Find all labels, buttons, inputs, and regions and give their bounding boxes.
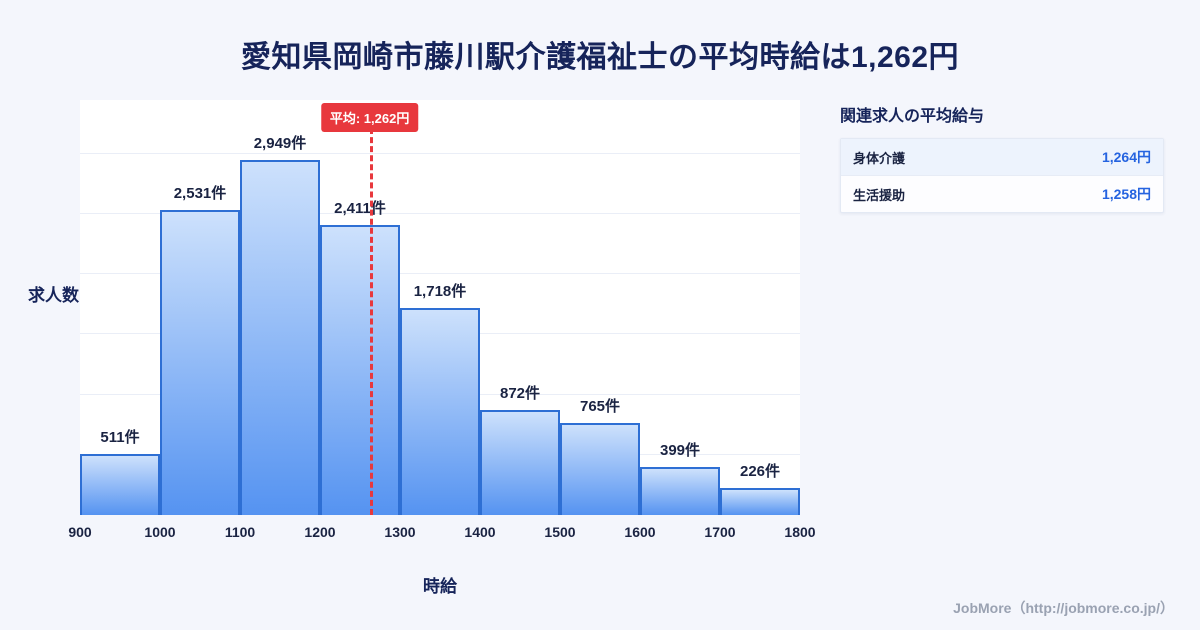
page-title: 愛知県岡崎市藤川駅介護福祉士の平均時給は1,262円	[240, 41, 960, 74]
x-tick-label: 1800	[784, 524, 816, 540]
histogram-bar	[80, 453, 160, 515]
histogram-bar	[400, 308, 480, 515]
histogram-bar	[160, 210, 240, 515]
x-tick-label: 1400	[464, 524, 496, 540]
related-job-row: 身体介護 1,264円	[841, 139, 1163, 176]
credit-footer: JobMore（http://jobmore.co.jp/）	[953, 600, 1174, 616]
average-line	[369, 128, 373, 515]
histogram-bar	[320, 224, 400, 515]
job-type-label: 身体介護	[853, 150, 906, 166]
histogram-bar	[240, 160, 320, 515]
histogram-bar	[560, 422, 640, 515]
bar-value-label: 226件	[739, 462, 781, 480]
bar-value-label: 1,718件	[413, 283, 467, 301]
x-tick-label: 1000	[144, 524, 176, 540]
related-job-row: 生活援助 1,258円	[841, 176, 1163, 212]
y-axis-label: 求人数	[28, 286, 79, 305]
bar-value-label: 2,531件	[173, 185, 227, 203]
bar-value-label: 399件	[659, 442, 701, 459]
job-type-label: 生活援助	[853, 187, 906, 203]
histogram-plot-area: 平均: 1,262円 511件 2,531件 2,949件 2,411件 1,718件 8…	[80, 100, 800, 515]
x-tick-label: 1500	[544, 524, 576, 540]
gridline	[80, 152, 800, 154]
gridline	[80, 273, 800, 275]
related-jobs-table: 身体介護 1,264円生活援助 1,258円	[840, 138, 1164, 213]
average-badge: 平均: 1,262円	[320, 103, 419, 132]
histogram-bar	[480, 410, 560, 515]
x-tick-label: 1300	[384, 524, 416, 540]
histogram-bar	[640, 467, 720, 515]
bar-value-label: 2,411件	[334, 199, 386, 217]
x-tick-label: 1200	[304, 524, 336, 540]
x-tick-label: 1100	[224, 524, 256, 540]
x-tick-label: 1600	[624, 524, 656, 540]
bar-value-label: 765件	[579, 397, 621, 415]
x-tick-label: 1700	[704, 524, 736, 540]
job-wage-value: 1,264円	[1101, 149, 1151, 165]
bar-value-label: 872件	[499, 385, 541, 402]
x-axis-label: 時給	[423, 577, 457, 596]
bar-value-label: 2,949件	[253, 135, 307, 152]
gridline	[80, 213, 800, 215]
bar-value-label: 511件	[100, 428, 140, 446]
x-axis-ticks: 900 1000 1100 1200 1300 1400 1500 1600 1700 1800	[68, 524, 815, 544]
job-wage-value: 1,258円	[1101, 186, 1151, 202]
x-tick-label: 900	[68, 524, 92, 540]
related-panel-title: 関連求人の平均給与	[840, 108, 985, 125]
histogram-bar	[720, 487, 800, 515]
